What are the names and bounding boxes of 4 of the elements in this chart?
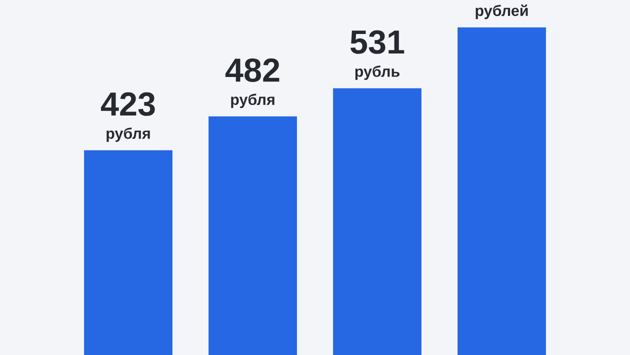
data-label: 531 рубль xyxy=(350,30,404,80)
data-label: рублей xyxy=(476,4,528,20)
data-label: 423 рубля xyxy=(100,92,155,142)
data-label: 482 рубля xyxy=(225,58,280,108)
